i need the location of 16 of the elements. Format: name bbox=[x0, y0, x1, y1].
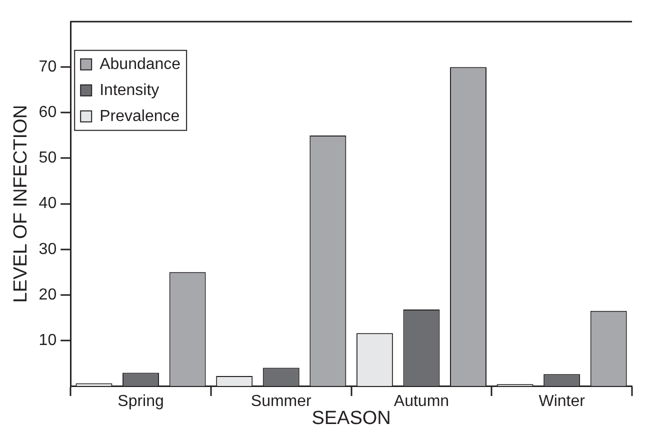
legend-label: Prevalence bbox=[100, 108, 180, 125]
y-tick-label: 30 bbox=[38, 240, 57, 258]
y-tick-label: 40 bbox=[38, 195, 57, 212]
y-tick-label: 70 bbox=[38, 58, 57, 76]
y-axis-title: LEVEL OF INFECTION bbox=[10, 104, 32, 303]
y-tick-label: 10 bbox=[38, 332, 57, 349]
y-tick-label: 50 bbox=[38, 150, 57, 167]
x-tick-label: Autumn bbox=[394, 393, 450, 410]
legend-label: Intensity bbox=[100, 82, 160, 99]
y-tick-label: 60 bbox=[38, 104, 57, 122]
y-tick-label: 20 bbox=[38, 286, 57, 304]
x-tick-label: Spring bbox=[118, 393, 164, 410]
x-tick-label: Winter bbox=[538, 393, 586, 410]
x-tick-label: Summer bbox=[250, 393, 312, 410]
legend-label: Abundance bbox=[100, 56, 181, 73]
x-axis-title: SEASON bbox=[312, 408, 391, 429]
